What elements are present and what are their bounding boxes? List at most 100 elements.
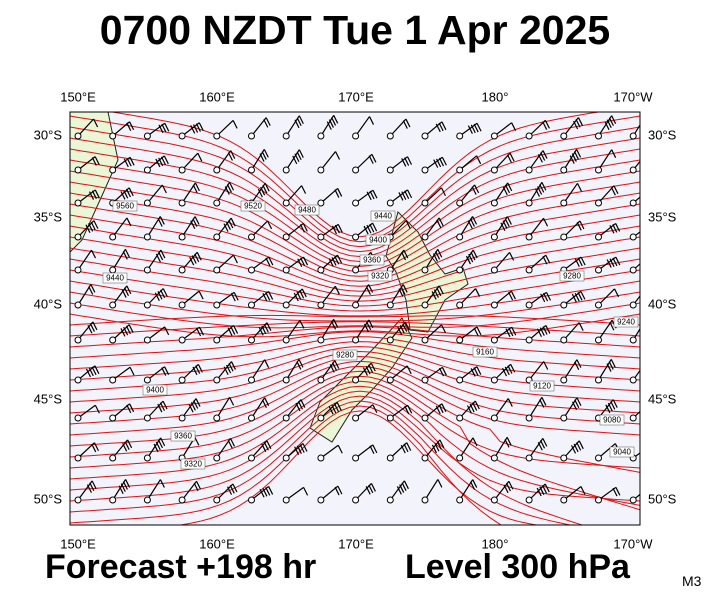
station bbox=[629, 376, 637, 384]
barb-feather bbox=[190, 125, 196, 134]
barb-feather bbox=[576, 442, 582, 451]
station bbox=[525, 301, 533, 309]
barb-feather bbox=[365, 365, 371, 375]
barb-feather bbox=[545, 292, 552, 301]
barb-feather bbox=[573, 151, 579, 160]
barb-feather bbox=[333, 115, 339, 124]
barb-feather bbox=[542, 150, 548, 159]
barb-feather bbox=[472, 479, 478, 488]
barb-feather bbox=[438, 367, 445, 377]
station bbox=[352, 496, 360, 504]
barb-feather bbox=[505, 328, 511, 338]
station bbox=[560, 336, 568, 344]
station bbox=[456, 454, 464, 462]
barb-feather bbox=[545, 325, 551, 334]
barb-feather bbox=[606, 259, 612, 268]
barb-staff bbox=[632, 160, 640, 171]
station bbox=[560, 414, 568, 422]
station bbox=[282, 376, 290, 384]
barb-feather bbox=[404, 405, 410, 415]
barb-feather bbox=[509, 152, 515, 162]
station bbox=[386, 376, 394, 384]
barb-feather bbox=[161, 123, 167, 133]
barb-feather bbox=[405, 220, 411, 229]
barb-feather bbox=[510, 363, 516, 373]
barb-feather bbox=[579, 220, 585, 230]
barb-feather bbox=[368, 484, 374, 494]
barb-feather bbox=[153, 443, 159, 453]
barb-feather bbox=[438, 285, 444, 295]
station bbox=[352, 166, 360, 174]
station bbox=[490, 376, 498, 384]
barb-feather bbox=[331, 117, 337, 126]
barb-feather bbox=[436, 219, 442, 229]
barb-feather bbox=[508, 291, 514, 301]
barb-feather bbox=[263, 149, 269, 158]
contour-label-box bbox=[112, 200, 138, 212]
station bbox=[74, 496, 82, 504]
barb-feather bbox=[158, 251, 164, 261]
barb-feather bbox=[160, 437, 166, 447]
barb-feather bbox=[404, 190, 410, 200]
lat-label-left: 30°S bbox=[34, 127, 63, 142]
barb-feather bbox=[224, 186, 230, 195]
barb-feather bbox=[399, 325, 405, 334]
station bbox=[213, 199, 221, 207]
contour-line bbox=[70, 192, 640, 277]
barb-staff bbox=[528, 361, 545, 381]
barb-feather bbox=[544, 120, 550, 129]
barb-feather bbox=[159, 479, 165, 488]
barb-feather bbox=[440, 324, 447, 334]
barb-staff bbox=[598, 288, 615, 306]
barb-feather bbox=[120, 483, 126, 492]
station bbox=[213, 132, 221, 140]
contour-line bbox=[70, 370, 640, 473]
station bbox=[352, 266, 360, 274]
barb-feather bbox=[577, 117, 583, 126]
barb-feather bbox=[505, 482, 511, 492]
station bbox=[74, 233, 82, 241]
barb-feather bbox=[129, 403, 135, 413]
barb-feather bbox=[230, 150, 236, 159]
station bbox=[386, 166, 394, 174]
barb-feather bbox=[537, 186, 543, 195]
barb-feather bbox=[336, 402, 342, 411]
contour-label: 9400 bbox=[369, 236, 387, 245]
barb-feather bbox=[164, 366, 170, 375]
barb-feather bbox=[127, 439, 133, 449]
barb-feather bbox=[612, 224, 618, 233]
barb-feather bbox=[264, 359, 270, 368]
barb-feather bbox=[194, 253, 200, 263]
barb-feather bbox=[612, 257, 618, 267]
station bbox=[352, 376, 360, 384]
barb-staff bbox=[147, 326, 166, 341]
barb-feather bbox=[613, 185, 619, 194]
contour-label: 9520 bbox=[244, 202, 262, 211]
barb-staff bbox=[77, 118, 95, 137]
barb-feather bbox=[399, 484, 405, 493]
barb-feather bbox=[261, 399, 267, 409]
barb-feather bbox=[261, 443, 267, 453]
barb-feather bbox=[572, 401, 578, 411]
station bbox=[629, 266, 637, 274]
barb-feather bbox=[337, 485, 343, 495]
barb-feather bbox=[473, 367, 479, 376]
station bbox=[421, 454, 429, 462]
barb-feather bbox=[368, 284, 374, 293]
station bbox=[421, 301, 429, 309]
contour-label-box bbox=[529, 380, 555, 392]
barb-feather bbox=[194, 437, 200, 446]
station bbox=[490, 336, 498, 344]
barb-staff bbox=[563, 322, 580, 341]
station bbox=[456, 166, 464, 174]
barb-feather bbox=[123, 287, 130, 296]
lon-label-bottom: 160°E bbox=[199, 536, 235, 551]
barb-feather bbox=[88, 223, 94, 232]
barb-staff bbox=[459, 437, 474, 459]
barb-feather bbox=[441, 403, 447, 413]
barb-feather bbox=[331, 225, 338, 235]
barb-feather bbox=[476, 366, 482, 375]
barb-staff bbox=[632, 295, 640, 306]
contour-label-box bbox=[559, 270, 585, 282]
station bbox=[178, 166, 186, 174]
